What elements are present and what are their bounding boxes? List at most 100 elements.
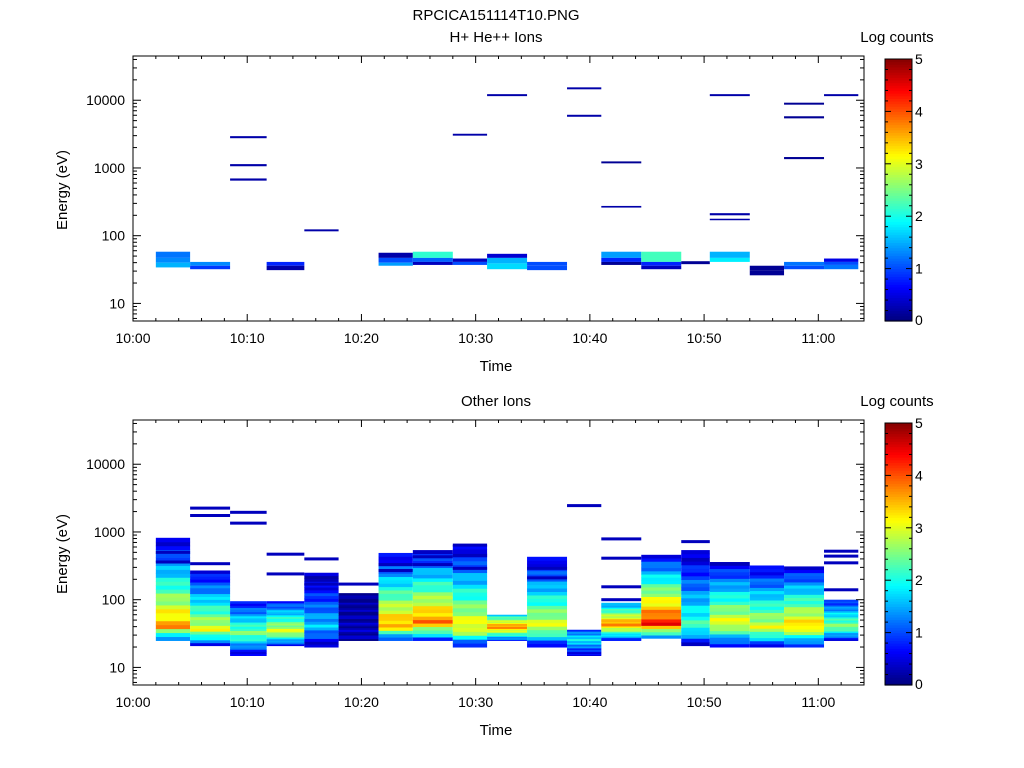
x-tick-label: 10:10 (230, 694, 265, 710)
heatmap-cell (230, 603, 267, 606)
heatmap-cell (641, 593, 682, 598)
heatmap-cell (155, 585, 191, 590)
heatmap-cell (487, 634, 528, 637)
colorbar-swatch (885, 425, 912, 429)
colorbar-swatch (885, 679, 912, 683)
heatmap-cell (487, 621, 528, 624)
heatmap-cell (155, 577, 191, 582)
colorbar-swatch (885, 145, 912, 149)
heatmap-cell (155, 565, 191, 570)
heatmap-cell (641, 609, 682, 614)
colorbar-swatch (885, 640, 912, 644)
heatmap-cell (338, 602, 379, 605)
colorbar-swatch (885, 106, 912, 110)
heatmap-cell (681, 561, 710, 566)
heatmap-cell (709, 591, 750, 596)
heatmap-cell (452, 611, 488, 617)
heatmap-cell (266, 606, 305, 609)
heatmap-cell (824, 613, 859, 616)
heatmap-cell (681, 630, 710, 636)
colorbar-swatch (885, 629, 912, 634)
heatmap-cell (641, 577, 682, 581)
colorbar-swatch (885, 224, 912, 228)
heatmap-cell (190, 599, 231, 603)
heatmap-cell (641, 599, 682, 604)
heatmap-cell (824, 618, 859, 621)
heatmap-cell (749, 621, 785, 626)
colorbar-swatch (885, 247, 912, 251)
heatmap-cell (304, 572, 339, 577)
colorbar-swatch (885, 533, 912, 537)
colorbar-swatch (885, 470, 912, 474)
heatmap-cell (230, 617, 267, 621)
heatmap-cell (641, 622, 682, 626)
heatmap-cell (641, 564, 682, 569)
heatmap-cell (266, 625, 305, 628)
colorbar-swatch (885, 79, 912, 84)
colorbar-swatch (885, 69, 912, 73)
colorbar-swatch (885, 124, 912, 128)
colorbar-swatch (885, 441, 912, 445)
heatmap-cell (709, 571, 750, 576)
heatmap-cell (190, 619, 231, 623)
heatmap-cell (378, 252, 413, 258)
heatmap-cell (601, 618, 642, 621)
colorbar-swatch (885, 59, 912, 63)
heatmap-cell (487, 629, 528, 632)
x-axis-label: Time (480, 358, 513, 375)
heatmap-cell (784, 102, 825, 105)
heatmap-cell (338, 636, 379, 640)
heatmap-cell (487, 627, 528, 630)
heatmap-cell (784, 581, 825, 586)
heatmap-cell (749, 584, 785, 588)
heatmap-cell (527, 265, 568, 271)
heatmap-cell (487, 632, 528, 635)
x-tick-label: 10:50 (687, 694, 722, 710)
colorbar-swatch (885, 661, 912, 665)
y-tick-label: 100 (102, 592, 126, 608)
colorbar-swatch (885, 564, 912, 568)
heatmap-cell (681, 261, 710, 265)
heatmap-cell (641, 558, 682, 562)
colorbar-swatch (885, 103, 912, 107)
heatmap-cell (784, 631, 825, 636)
heatmap-cell (567, 633, 602, 636)
heatmap-cell (784, 261, 825, 266)
heatmap-cell (601, 598, 642, 602)
colorbar-swatch (885, 527, 912, 532)
heatmap-cell (487, 638, 528, 640)
heatmap-cell (190, 625, 231, 629)
colorbar-swatch (885, 551, 912, 555)
colorbar-swatch (885, 213, 912, 217)
colorbar-swatch (885, 140, 912, 144)
heatmap-cell (567, 644, 602, 647)
heatmap-cell (641, 265, 682, 270)
heatmap-cell (601, 627, 642, 630)
heatmap-cell (155, 251, 191, 258)
colorbar-swatch (885, 174, 912, 178)
heatmap-cell (266, 633, 305, 636)
heatmap-cell (527, 560, 568, 565)
x-tick-label: 10:30 (458, 330, 493, 346)
colorbar-swatch (885, 297, 912, 301)
heatmap-cell (155, 620, 191, 626)
heatmap-cell (487, 616, 528, 619)
colorbar-swatch (885, 218, 912, 223)
colorbar-swatch (885, 187, 912, 191)
colorbar-swatch (885, 498, 912, 503)
heatmap-cell (452, 133, 488, 136)
heatmap-cell (641, 583, 682, 588)
heatmap-cell (338, 620, 379, 623)
heatmap-cell (230, 636, 267, 640)
heatmap-cell (824, 631, 859, 634)
colorbar-swatch (885, 454, 912, 458)
y-axis-label: Energy (eV) (54, 514, 71, 594)
heatmap-cell (601, 261, 642, 265)
heatmap-cell (681, 627, 710, 632)
heatmap-cell (601, 620, 642, 623)
colorbar-swatch (885, 281, 912, 285)
colorbar-swatch (885, 616, 912, 621)
x-tick-label: 10:50 (687, 330, 722, 346)
colorbar-swatch (885, 475, 912, 479)
colorbar-swatch (885, 116, 912, 120)
